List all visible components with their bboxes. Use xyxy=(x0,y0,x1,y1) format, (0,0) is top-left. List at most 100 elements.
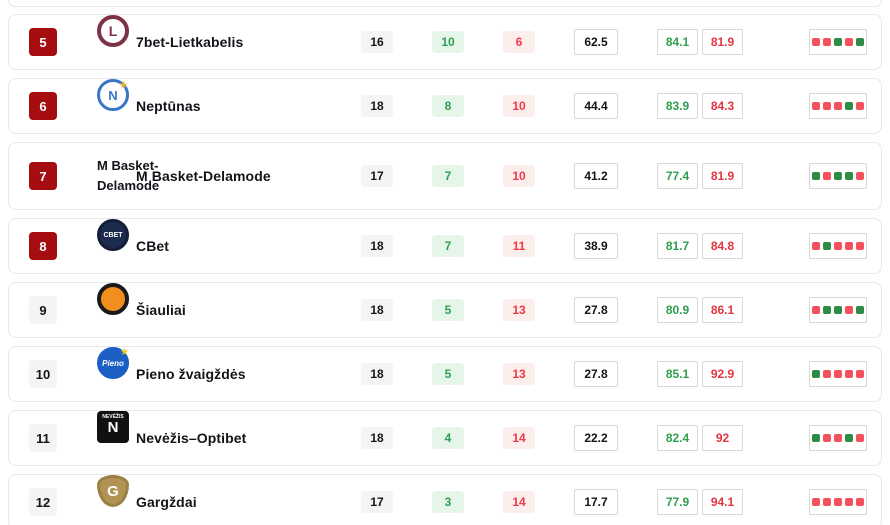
form-loss-square xyxy=(812,242,820,250)
wins-value: 5 xyxy=(432,363,464,385)
form-win-square xyxy=(812,434,820,442)
standings-row[interactable]: 12 G Gargždai 17 3 14 17.7 77.9 94.1 xyxy=(8,474,882,525)
team-logo-icon: CBET xyxy=(97,219,129,251)
team-name[interactable]: 7bet-Lietkabelis xyxy=(136,34,244,50)
form-loss-square xyxy=(856,242,864,250)
team-name[interactable]: Nevėžis–Optibet xyxy=(136,430,247,446)
standings-row[interactable]: 5 L 7bet-Lietkabelis 16 10 6 62.5 84.1 8… xyxy=(8,14,882,70)
points-against-value: 81.9 xyxy=(702,29,743,55)
form-loss-square xyxy=(845,370,853,378)
games-played-value: 16 xyxy=(361,31,393,53)
standings-row[interactable]: 6 N ★ Neptūnas 18 8 10 44.4 83.9 84.3 xyxy=(8,78,882,134)
wins-value: 4 xyxy=(432,427,464,449)
form-loss-square xyxy=(823,434,831,442)
rank-badge: 11 xyxy=(29,424,57,452)
standings-row[interactable]: 9 Šiauliai 18 5 13 27.8 80.9 86.1 xyxy=(8,282,882,338)
wins-value: 10 xyxy=(432,31,464,53)
logo-star-icon: ★ xyxy=(120,347,129,358)
form-win-square xyxy=(845,102,853,110)
form-loss-square xyxy=(812,498,820,506)
win-percentage-value: 22.2 xyxy=(574,425,618,451)
team-logo-icon xyxy=(97,283,129,315)
form-win-square xyxy=(856,306,864,314)
wins-value: 7 xyxy=(432,235,464,257)
losses-value: 13 xyxy=(503,299,535,321)
standings-row[interactable]: 10 Pieno ★ Pieno žvaigždės 18 5 13 27.8 8… xyxy=(8,346,882,402)
form-win-square xyxy=(856,38,864,46)
form-box xyxy=(809,425,867,451)
points-against-value: 84.8 xyxy=(702,233,743,259)
win-percentage-value: 17.7 xyxy=(574,489,618,515)
games-played-value: 18 xyxy=(361,235,393,257)
team-logo-icon: Pieno ★ xyxy=(97,347,129,379)
team-name[interactable]: Gargždai xyxy=(136,494,197,510)
wins-value: 8 xyxy=(432,95,464,117)
rank-badge: 6 xyxy=(29,92,57,120)
logo-letter: N xyxy=(108,87,118,103)
form-loss-square xyxy=(856,434,864,442)
points-against-value: 94.1 xyxy=(702,489,743,515)
points-against-value: 86.1 xyxy=(702,297,743,323)
points-for-value: 80.9 xyxy=(657,297,698,323)
form-box xyxy=(809,489,867,515)
form-win-square xyxy=(812,172,820,180)
form-box xyxy=(809,93,867,119)
wins-value: 7 xyxy=(432,165,464,187)
team-name[interactable]: M Basket-Delamode xyxy=(136,168,271,184)
form-loss-square xyxy=(856,172,864,180)
form-box xyxy=(809,29,867,55)
win-percentage-value: 27.8 xyxy=(574,297,618,323)
logo-letter: CBET xyxy=(103,231,123,239)
points-for-value: 81.7 xyxy=(657,233,698,259)
form-loss-square xyxy=(845,242,853,250)
losses-value: 10 xyxy=(503,165,535,187)
logo-letter: G xyxy=(107,482,119,500)
team-name[interactable]: Pieno žvaigždės xyxy=(136,366,246,382)
team-name[interactable]: Šiauliai xyxy=(136,302,186,318)
win-percentage-value: 62.5 xyxy=(574,29,618,55)
form-box xyxy=(809,233,867,259)
logo-letter: Pieno xyxy=(102,358,124,368)
form-win-square xyxy=(834,306,842,314)
form-loss-square xyxy=(834,102,842,110)
broken-logo-alt-text: M Basket-Delamode xyxy=(97,158,160,193)
form-loss-square xyxy=(845,38,853,46)
form-loss-square xyxy=(812,38,820,46)
logo-letter: L xyxy=(108,23,118,39)
logo-star-icon: ★ xyxy=(119,80,128,91)
form-loss-square xyxy=(834,498,842,506)
form-win-square xyxy=(823,242,831,250)
team-name[interactable]: Neptūnas xyxy=(136,98,201,114)
wins-value: 5 xyxy=(432,299,464,321)
form-loss-square xyxy=(845,498,853,506)
form-loss-square xyxy=(812,102,820,110)
win-percentage-value: 41.2 xyxy=(574,163,618,189)
losses-value: 13 xyxy=(503,363,535,385)
points-against-value: 92 xyxy=(702,425,743,451)
form-win-square xyxy=(834,38,842,46)
team-logo-icon: G xyxy=(97,475,129,507)
form-loss-square xyxy=(823,172,831,180)
points-against-value: 92.9 xyxy=(702,361,743,387)
form-loss-square xyxy=(834,242,842,250)
previous-row-fragment xyxy=(8,0,882,7)
losses-value: 14 xyxy=(503,491,535,513)
form-loss-square xyxy=(823,498,831,506)
form-loss-square xyxy=(845,306,853,314)
win-percentage-value: 38.9 xyxy=(574,233,618,259)
games-played-value: 18 xyxy=(361,299,393,321)
standings-row[interactable]: 11 N NEVĖŽIS Nevėžis–Optibet 18 4 14 22.2… xyxy=(8,410,882,466)
logo-top-label: NEVĖŽIS xyxy=(102,414,124,420)
games-played-value: 17 xyxy=(361,165,393,187)
team-name[interactable]: CBet xyxy=(136,238,170,254)
rank-badge: 5 xyxy=(29,28,57,56)
points-for-value: 84.1 xyxy=(657,29,698,55)
form-box xyxy=(809,163,867,189)
losses-value: 10 xyxy=(503,95,535,117)
form-loss-square xyxy=(834,434,842,442)
form-win-square xyxy=(845,172,853,180)
standings-row[interactable]: 8 CBET CBet 18 7 11 38.9 81.7 84.8 xyxy=(8,218,882,274)
standings-row[interactable]: 7 M Basket-Delamode M Basket-Delamode 17… xyxy=(8,142,882,210)
rank-badge: 10 xyxy=(29,360,57,388)
win-percentage-value: 44.4 xyxy=(574,93,618,119)
